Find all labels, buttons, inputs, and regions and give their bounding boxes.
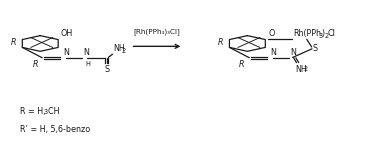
Text: ): ) — [321, 29, 325, 38]
Text: N: N — [291, 48, 297, 57]
Text: N: N — [63, 48, 69, 57]
Text: Rh(PPh: Rh(PPh — [294, 29, 322, 38]
Text: R: R — [218, 38, 224, 47]
Text: 2: 2 — [324, 33, 329, 39]
Text: 3: 3 — [44, 109, 48, 115]
Text: 3: 3 — [318, 33, 322, 39]
Text: NH: NH — [114, 44, 125, 53]
Text: R’ = H, 5,6-benzo: R’ = H, 5,6-benzo — [20, 125, 90, 133]
Text: NH: NH — [295, 65, 307, 74]
Text: R: R — [33, 60, 38, 69]
Text: N: N — [84, 48, 90, 57]
Text: R = H, CH: R = H, CH — [20, 107, 59, 116]
Text: 2: 2 — [122, 48, 126, 54]
Text: O: O — [268, 29, 275, 38]
Text: R: R — [11, 38, 17, 47]
Text: [Rh(PPh₃)₃Cl]: [Rh(PPh₃)₃Cl] — [133, 28, 180, 35]
Text: R: R — [239, 60, 245, 69]
Text: S: S — [104, 65, 110, 74]
Text: N: N — [270, 48, 276, 57]
Text: Cl: Cl — [327, 29, 335, 38]
Text: S: S — [312, 44, 318, 53]
Text: OH: OH — [60, 29, 72, 38]
Text: 2: 2 — [304, 66, 308, 72]
Text: H: H — [85, 61, 90, 67]
